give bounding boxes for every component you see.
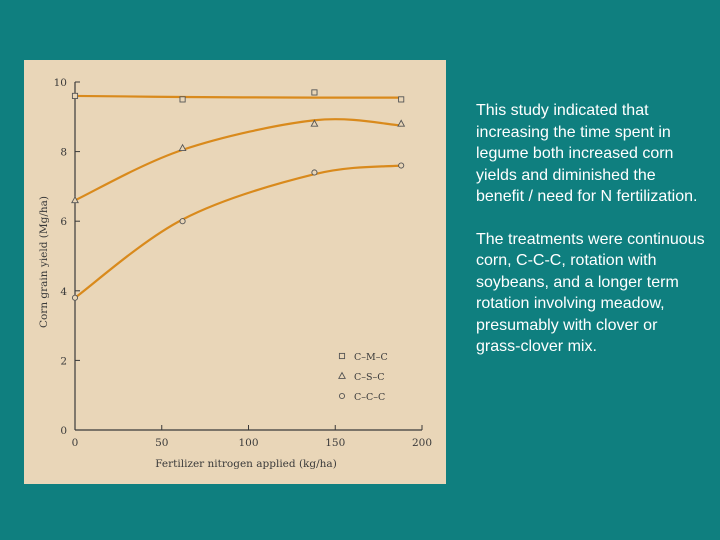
data-point-square xyxy=(179,96,186,103)
data-point-square xyxy=(398,96,405,103)
y-tick-label: 0 xyxy=(60,425,67,437)
caption: This study indicated that increasing the… xyxy=(476,100,706,379)
chart-legend: C–M–C C–S–C C–C–C xyxy=(338,352,388,403)
data-point-square xyxy=(311,89,318,96)
data-point-circle xyxy=(71,294,79,301)
legend-marker xyxy=(338,371,346,379)
caption-paragraph-2: The treatments were continuous corn, C-C… xyxy=(476,230,705,356)
legend-marker xyxy=(338,352,346,360)
y-axis-label: Corn grain yield (Mg/ha) xyxy=(38,196,50,328)
y-tick-label: 8 xyxy=(60,147,67,159)
data-point-circle xyxy=(179,218,186,225)
x-tick-label: 200 xyxy=(412,437,432,449)
data-point-triangle xyxy=(178,143,187,151)
x-tick-label: 0 xyxy=(72,437,79,449)
data-point-triangle xyxy=(310,119,319,127)
x-tick-label: 50 xyxy=(155,437,168,449)
series-line-3 xyxy=(74,164,402,299)
data-point-square xyxy=(71,92,79,99)
figure-panel: 0 2 4 6 8 10 0 50 100 150 200 C–M–C C–S–C C–C–C Fert… xyxy=(24,60,446,484)
x-axis-label: Fertilizer nitrogen applied (kg/ha) xyxy=(155,458,337,470)
series-line-1 xyxy=(74,94,402,99)
data-point-triangle xyxy=(71,195,79,204)
data-point-circle xyxy=(398,162,405,169)
y-tick-label: 10 xyxy=(54,77,67,89)
x-tick-label: 100 xyxy=(238,437,258,449)
x-tick-label: 150 xyxy=(325,437,345,449)
data-point-triangle xyxy=(397,119,406,127)
chart-markers xyxy=(71,89,406,301)
y-tick-label: 6 xyxy=(60,216,67,228)
y-tick-label: 2 xyxy=(60,355,67,367)
y-tick-label: 4 xyxy=(60,286,67,298)
caption-paragraph-1: This study indicated that increasing the… xyxy=(476,102,698,205)
legend-label: C–C–C xyxy=(354,392,385,403)
legend-marker xyxy=(338,392,346,400)
legend-label: C–S–C xyxy=(354,372,385,383)
series-line-2 xyxy=(74,118,402,202)
chart-curves xyxy=(74,94,402,299)
data-point-circle xyxy=(311,169,318,176)
legend-label: C–M–C xyxy=(354,352,388,363)
